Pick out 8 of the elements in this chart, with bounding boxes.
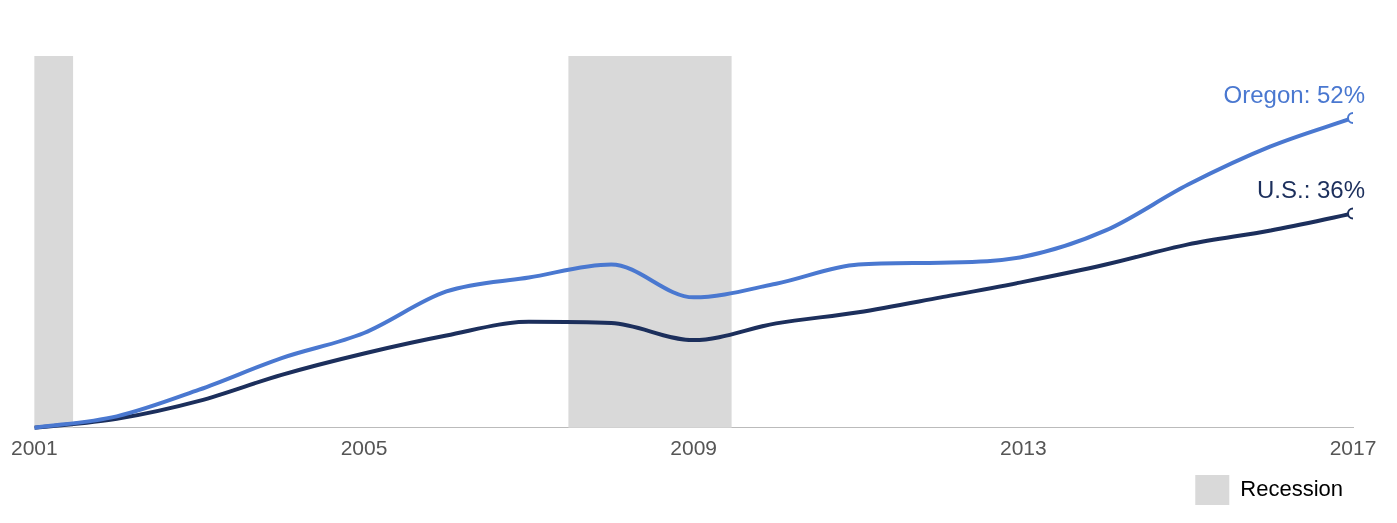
text: Oregon: 52% (1223, 80, 1365, 108)
legend-label: Recession (1240, 476, 1343, 502)
x-tick-label: 2017 (1329, 436, 1377, 460)
x-tick-label: 2005 (340, 436, 388, 460)
annotation: U.S.: 36% (1256, 176, 1365, 204)
x-tick-label: 2013 (999, 436, 1047, 460)
x-tick-label: 2009 (670, 436, 718, 460)
x-tick-label: 2001 (11, 436, 58, 460)
